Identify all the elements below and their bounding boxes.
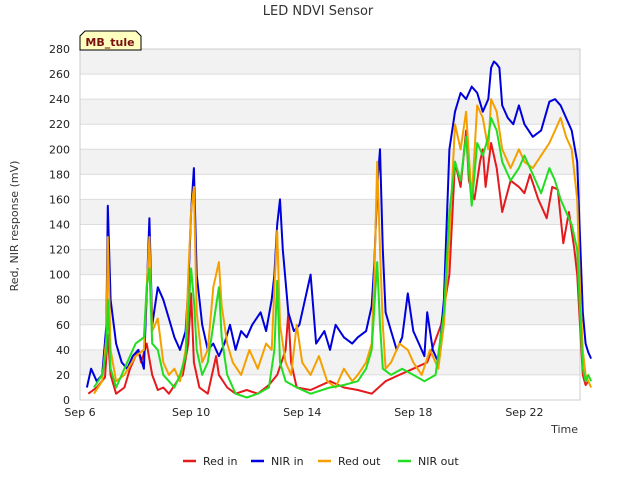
series-line-nir-in — [85, 60, 593, 388]
site-tag-label: MB_tule — [85, 36, 134, 49]
x-axis-label: Time — [550, 423, 578, 436]
y-tick-label: 20 — [56, 369, 70, 382]
legend-label-red-out: Red out — [338, 455, 381, 468]
y-axis-label: Red, NIR response (mV) — [8, 161, 21, 292]
grid-band — [80, 199, 580, 225]
series-line-nir-out — [93, 116, 593, 399]
y-tick-label: 100 — [49, 269, 70, 282]
y-tick-labels: 0 20 40 60 80 100 120 140 160 180 200 220 240 260 280 — [49, 43, 70, 407]
y-tick-label: 140 — [49, 219, 70, 232]
series-line-red-out — [93, 98, 593, 395]
y-tick-label: 200 — [49, 143, 70, 156]
legend-label-red-in: Red in — [203, 455, 237, 468]
data-series — [85, 60, 593, 399]
grid-band — [80, 249, 580, 275]
x-tick-label: Sep 18 — [394, 406, 432, 419]
grid-band — [80, 149, 580, 175]
y-tick-label: 180 — [49, 168, 70, 181]
x-tick-label: Sep 22 — [505, 406, 543, 419]
grid-band — [80, 49, 580, 75]
y-tick-label: 160 — [49, 193, 70, 206]
x-tick-label: Sep 10 — [172, 406, 210, 419]
site-tag: MB_tule — [79, 30, 142, 51]
legend: Red in NIR in Red out NIR out — [183, 455, 459, 468]
y-tick-label: 260 — [49, 68, 70, 81]
x-tick-label: Sep 6 — [64, 406, 95, 419]
y-tick-label: 60 — [56, 319, 70, 332]
site-tag-box — [79, 30, 142, 51]
y-tick-label: 80 — [56, 294, 70, 307]
chart-title: LED NDVI Sensor — [263, 4, 374, 19]
y-tick-label: 240 — [49, 93, 70, 106]
legend-label-nir-out: NIR out — [418, 455, 459, 468]
x-tick-label: Sep 14 — [283, 406, 321, 419]
y-tick-label: 0 — [63, 394, 70, 407]
grid-band — [80, 349, 580, 375]
y-tick-label: 40 — [56, 344, 70, 357]
legend-label-nir-in: NIR in — [271, 455, 304, 468]
x-tick-labels: Sep 6 Sep 10 Sep 14 Sep 18 Sep 22 — [64, 406, 543, 419]
y-tick-label: 280 — [49, 43, 70, 56]
grid-band — [80, 299, 580, 325]
y-tick-label: 120 — [49, 244, 70, 257]
y-tick-label: 220 — [49, 118, 70, 131]
